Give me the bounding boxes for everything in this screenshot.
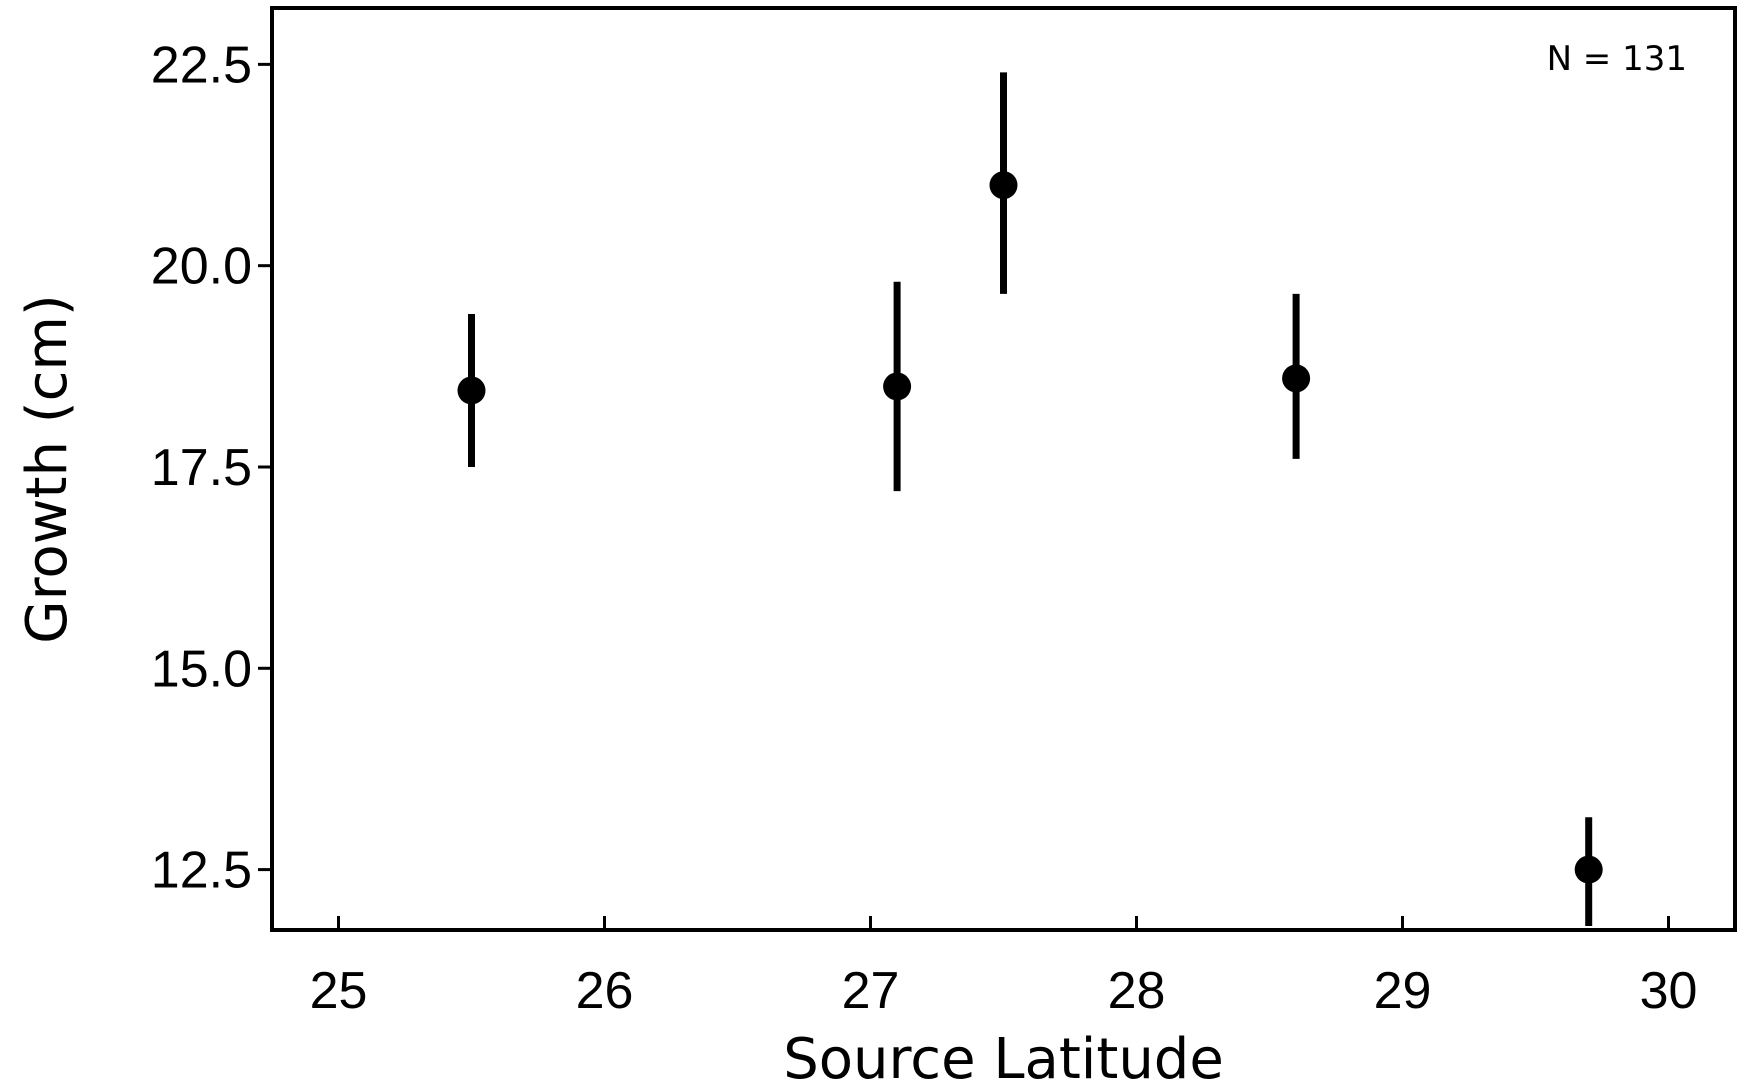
y-axis-label: Growth (cm) [15, 294, 80, 644]
data-point [883, 372, 912, 401]
axis-ticks: 25 26 27 28 29 30 12.5 15.0 17.5 20.0 22.5 [151, 36, 1698, 1020]
data-point [457, 376, 486, 405]
data-point [989, 171, 1018, 200]
y-tick-label: 20.0 [151, 238, 252, 296]
y-tick-label: 22.5 [151, 36, 252, 94]
x-tick-label: 28 [1108, 962, 1166, 1020]
x-tick-label: 27 [842, 962, 900, 1020]
data-marks [457, 72, 1603, 926]
plot-frame [270, 6, 1737, 932]
x-tick-label: 29 [1374, 962, 1432, 1020]
x-tick-label: 25 [310, 962, 368, 1020]
x-axis-label: Source Latitude [783, 1027, 1224, 1086]
data-point [1574, 855, 1603, 884]
y-tick-label: 17.5 [151, 439, 252, 497]
y-tick-label: 15.0 [151, 640, 252, 698]
data-point [1282, 364, 1311, 393]
sample-size-annotation: N = 131 [1547, 39, 1687, 79]
y-tick-label: 12.5 [151, 842, 252, 900]
x-tick-label: 26 [576, 962, 634, 1020]
x-tick-label: 30 [1640, 962, 1698, 1020]
